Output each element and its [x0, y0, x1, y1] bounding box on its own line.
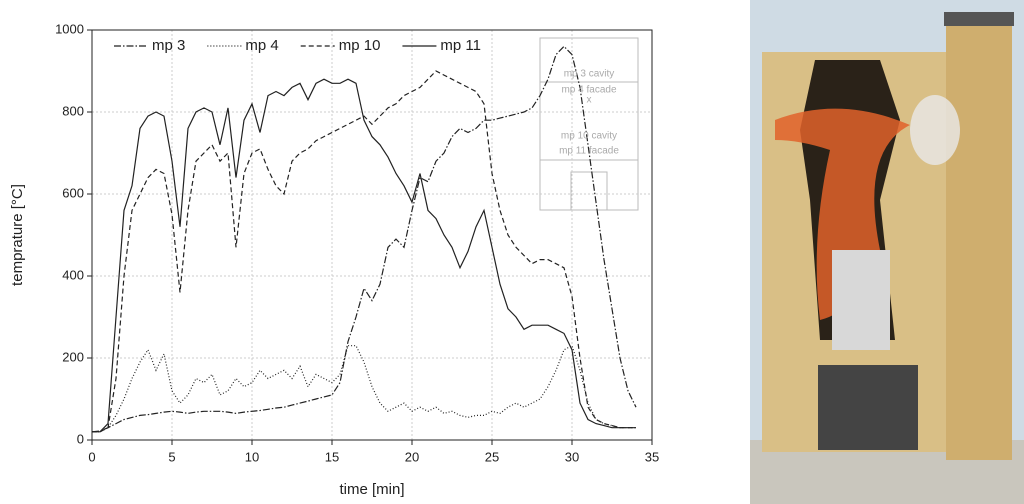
inset-label: x: [587, 95, 592, 106]
x-tick-label: 25: [485, 449, 499, 464]
x-tick-label: 0: [88, 449, 95, 464]
legend-label: mp 10: [339, 37, 381, 54]
x-tick-label: 30: [565, 449, 579, 464]
inset-label: mp 11 facade: [559, 146, 619, 157]
legend-label: mp 3: [152, 37, 185, 54]
x-tick-label: 10: [245, 449, 259, 464]
series-line: [92, 344, 636, 433]
y-tick-label: 400: [62, 267, 84, 282]
series-line: [92, 70, 636, 433]
plot-frame: [91, 29, 653, 441]
x-tick-label: 35: [645, 449, 659, 464]
y-tick-label: 600: [62, 185, 84, 200]
y-tick-label: 200: [62, 349, 84, 364]
x-tick-label: 20: [405, 449, 419, 464]
series-line: [92, 78, 636, 433]
legend-label: mp 11: [440, 37, 481, 54]
series-line: [91, 45, 637, 433]
legend-label: mp 4: [245, 37, 278, 54]
x-tick-label: 15: [325, 449, 339, 464]
y-tick-label: 1000: [55, 21, 84, 36]
y-tick-label: 0: [77, 431, 84, 446]
x-axis-label: time [min]: [339, 481, 404, 498]
inset-label: mp 10 cavity: [561, 131, 617, 142]
photo: [750, 0, 1024, 504]
x-tick-label: 5: [168, 449, 175, 464]
inset-label: mp 4 facade: [561, 85, 616, 96]
y-tick-label: 800: [62, 103, 84, 118]
inset-label: mp 3 cavity: [564, 69, 615, 80]
inset-schematic: [539, 37, 639, 211]
y-axis-label: temprature [°C]: [9, 184, 26, 286]
